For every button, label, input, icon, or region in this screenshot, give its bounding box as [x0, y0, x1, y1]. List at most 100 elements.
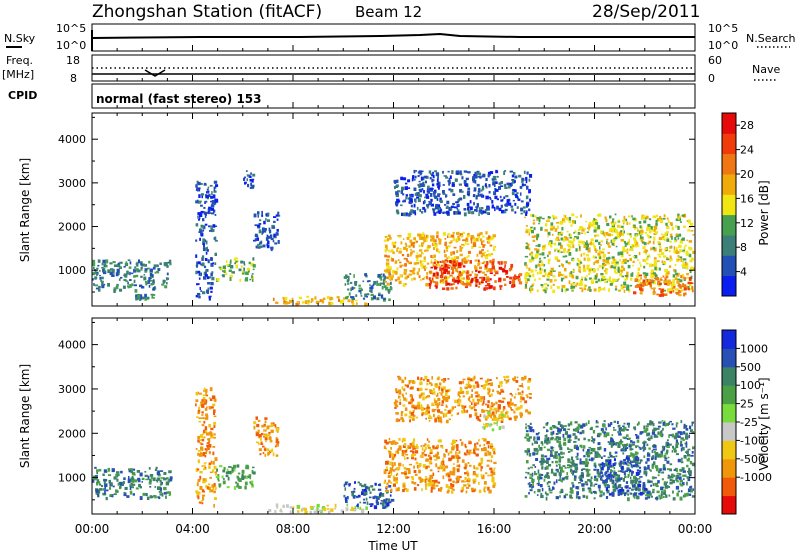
velocity-echo-cell: [532, 452, 536, 456]
velocity-echo-cell: [627, 475, 629, 479]
power-echo-cell: [433, 236, 435, 240]
power-echo-cell: [531, 288, 534, 291]
velocity-echo-cell: [492, 417, 496, 422]
power-echo-cell: [261, 214, 264, 217]
velocity-echo-cell: [473, 405, 476, 409]
power-echo-cell: [536, 248, 540, 252]
nsearch-label: N.Search: [746, 32, 796, 45]
velocity-echo-cell: [610, 422, 613, 425]
power-echo-cell: [493, 274, 496, 277]
power-echo-cell: [609, 215, 612, 219]
power-echo-cell: [430, 173, 433, 175]
power-echo-cell: [481, 249, 484, 251]
power-echo-cell: [654, 225, 658, 230]
velocity-echo-cell: [159, 493, 162, 496]
velocity-echo-cell: [510, 398, 512, 402]
velocity-echo-cell: [617, 474, 621, 479]
velocity-echo-cell: [663, 446, 666, 450]
power-echo-cell: [498, 277, 502, 282]
power-echo-cell: [547, 254, 549, 258]
velocity-echo-cell: [627, 497, 630, 502]
velocity-echo-cell: [683, 425, 687, 428]
velocity-echo-cell: [408, 380, 412, 383]
velocity-echo-cell: [682, 470, 686, 473]
power-echo-cell: [422, 232, 425, 235]
velocity-echo-cell: [405, 392, 407, 395]
velocity-echo-cell: [367, 486, 370, 490]
power-echo-cell: [603, 232, 605, 237]
velocity-echo-cell: [464, 453, 468, 456]
power-echo-cell: [449, 235, 451, 238]
velocity-echo-cell: [116, 490, 119, 493]
power-echo-cell: [207, 290, 209, 294]
power-echo-cell: [554, 216, 558, 219]
velocity-echo-cell: [359, 501, 362, 504]
velocity-echo-cell: [637, 488, 641, 492]
velocity-echo-cell: [532, 430, 535, 433]
velocity-echo-cell: [373, 505, 378, 510]
velocity-echo-cell: [628, 444, 632, 448]
velocity-echo-cell: [144, 493, 147, 496]
power-echo-cell: [531, 235, 536, 238]
power-echo-cell: [347, 277, 350, 281]
power-echo-cell: [673, 285, 676, 289]
power-echo-cell: [546, 273, 550, 278]
power-echo-cell: [446, 210, 450, 215]
power-echo-cell: [469, 274, 471, 277]
velocity-echo-cell: [203, 420, 206, 424]
power-echo-cell: [151, 283, 155, 285]
power-echo-cell: [93, 260, 96, 263]
power-echo-cell: [428, 277, 431, 281]
power-echo-cell: [419, 237, 423, 240]
power-echo-cell: [626, 284, 630, 288]
velocity-echo-cell: [651, 476, 655, 480]
power-echo-cell: [398, 250, 402, 254]
velocity-echo-cell: [488, 389, 491, 393]
velocity-echo-cell: [376, 501, 379, 506]
power-echo-cell: [340, 299, 345, 304]
velocity-echo-cell: [422, 444, 426, 447]
power-echo-cell: [463, 212, 467, 217]
velocity-echo-cell: [368, 503, 372, 505]
power-echo-cell: [526, 266, 528, 269]
power-echo-cell: [626, 271, 629, 275]
power-echo-cell: [253, 213, 257, 218]
power-echo-cell: [682, 263, 685, 266]
power-echo-cell: [346, 275, 350, 278]
velocity-echo-cell: [388, 451, 392, 455]
power-echo-cell: [450, 206, 453, 211]
power-echo-cell: [568, 280, 571, 284]
velocity-echo-cell: [666, 442, 670, 446]
power-echo-cell: [251, 275, 253, 279]
power-colorbar-frame: [721, 112, 737, 297]
power-echo-cell: [129, 271, 131, 276]
power-echo-cell: [602, 248, 605, 251]
velocity-echo-cell: [544, 467, 547, 470]
power-echo-cell: [314, 296, 317, 300]
velocity-echo-cell: [671, 479, 675, 484]
power-echo-cell: [679, 240, 684, 244]
power-echo-cell: [601, 288, 605, 291]
power-echo-cell: [370, 297, 374, 301]
velocity-echo-cell: [524, 400, 528, 404]
power-echo-cell: [316, 301, 320, 304]
power-echo-cell: [667, 220, 670, 223]
power-echo-cell: [610, 239, 613, 244]
power-echo-cell: [413, 187, 417, 191]
power-echo-cell: [463, 277, 465, 280]
velocity-echo-cell: [252, 466, 255, 469]
power-echo-cell: [474, 171, 477, 175]
velocity-echo-cell: [371, 488, 376, 491]
power-echo-cell: [452, 237, 456, 242]
power-echo-cell: [405, 196, 408, 200]
velocity-echo-cell: [353, 507, 357, 512]
power-echo-cell: [519, 273, 523, 276]
power-echo-cell: [682, 276, 685, 280]
power-echo-cell: [542, 217, 545, 220]
velocity-echo-cell: [458, 399, 462, 403]
velocity-echo-cell: [113, 476, 117, 480]
velocity-echo-cell: [559, 428, 562, 432]
power-echo-cell: [689, 247, 693, 251]
velocity-echo-cell: [651, 449, 654, 453]
power-echo-cell: [614, 263, 617, 268]
